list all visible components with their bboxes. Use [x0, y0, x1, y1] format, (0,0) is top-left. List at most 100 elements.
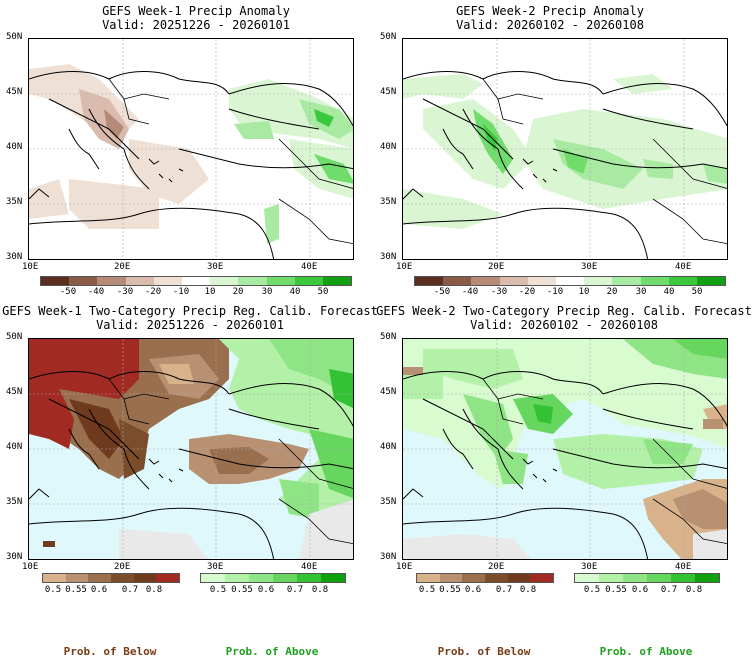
- lat-label-50n: 50N: [6, 332, 23, 342]
- colorbar-swatch: [671, 574, 695, 582]
- colorbar-tick: 20: [232, 287, 244, 297]
- colorbar-tick: -20: [144, 287, 162, 297]
- colorbar-tick: 0.8: [685, 585, 703, 595]
- colorbar-swatch: [153, 277, 182, 285]
- panel-title: GEFS Week-2 Precip Anomaly: [456, 4, 644, 18]
- colorbar-swatch: [97, 277, 126, 285]
- anomaly-colorbar: [40, 276, 352, 286]
- lat-label-35n: 35N: [6, 497, 23, 507]
- lon-label-10e: 10E: [22, 562, 39, 572]
- lat-label-30n: 30N: [380, 252, 397, 262]
- colorbar-swatch: [527, 277, 556, 285]
- colorbar-swatch: [249, 574, 273, 582]
- colorbar-swatch: [612, 277, 641, 285]
- colorbar-tick: 10: [204, 287, 216, 297]
- colorbar-swatch: [156, 574, 180, 582]
- lon-label-30e: 30E: [581, 562, 598, 572]
- prob-below-colorbar: [416, 573, 554, 583]
- colorbar-swatch: [485, 574, 508, 582]
- colorbar-swatch: [322, 277, 352, 285]
- colorbar-tick: -30: [490, 287, 508, 297]
- colorbar-tick: 0.7: [660, 585, 678, 595]
- colorbar-swatch: [417, 574, 440, 582]
- colorbar-swatch: [43, 574, 66, 582]
- colorbar-tick: 0.7: [495, 585, 513, 595]
- colorbar-swatch: [507, 574, 531, 582]
- colorbar-tick: 40: [663, 287, 675, 297]
- colorbar-tick: -10: [172, 287, 190, 297]
- colorbar-tick: 40: [289, 287, 301, 297]
- lon-label-20e: 20E: [488, 562, 505, 572]
- colorbar-tick: 50: [317, 287, 329, 297]
- lat-label-35n: 35N: [380, 197, 397, 207]
- colorbar-tick: 0.6: [464, 585, 482, 595]
- colorbar-tick: -40: [461, 287, 479, 297]
- anomaly-map-week2: [402, 38, 728, 260]
- colorbar-tick: 0.5: [583, 585, 601, 595]
- colorbar-tick: -50: [59, 287, 77, 297]
- colorbar-swatch: [695, 574, 719, 582]
- lat-label-40n: 40N: [380, 442, 397, 452]
- prob-above-colorbar: [574, 573, 720, 583]
- prob-above-label: Prob. of Above: [599, 645, 693, 658]
- colorbar-swatch: [696, 277, 726, 285]
- colorbar-swatch: [294, 277, 323, 285]
- prob-above-colorbar: [200, 573, 346, 583]
- probability-map-week2: [402, 338, 728, 560]
- colorbar-swatch: [297, 574, 321, 582]
- prob-below-colorbar: [42, 573, 180, 583]
- lat-label-30n: 30N: [6, 552, 23, 562]
- colorbar-swatch: [210, 277, 239, 285]
- lat-label-30n: 30N: [380, 552, 397, 562]
- colorbar-tick: 0.5: [418, 585, 436, 595]
- colorbar-tick: 0.6: [257, 585, 275, 595]
- lat-label-50n: 50N: [380, 32, 397, 42]
- colorbar-tick: 0.7: [121, 585, 139, 595]
- colorbar-tick: 0.8: [519, 585, 537, 595]
- lon-label-20e: 20E: [488, 262, 505, 272]
- colorbar-tick: 0.6: [90, 585, 108, 595]
- lat-label-40n: 40N: [6, 142, 23, 152]
- colorbar-tick: 0.55: [605, 585, 627, 595]
- colorbar-tick: 0.5: [44, 585, 62, 595]
- colorbar-swatch: [443, 277, 472, 285]
- panel-title: GEFS Week-2 Two-Category Precip Reg. Cal…: [376, 304, 752, 318]
- lon-label-40e: 40E: [301, 562, 318, 572]
- colorbar-tick: 50: [691, 287, 703, 297]
- lon-label-40e: 40E: [301, 262, 318, 272]
- colorbar-tick: -50: [433, 287, 451, 297]
- colorbar-tick: 0.55: [65, 585, 87, 595]
- colorbar-tick: 0.5: [209, 585, 227, 595]
- lon-label-40e: 40E: [675, 262, 692, 272]
- lon-label-40e: 40E: [675, 562, 692, 572]
- lon-label-30e: 30E: [207, 262, 224, 272]
- colorbar-tick: -40: [87, 287, 105, 297]
- lat-label-40n: 40N: [6, 442, 23, 452]
- probability-map-week1: [28, 338, 354, 560]
- prob-below-label: Prob. of Below: [63, 645, 157, 658]
- colorbar-swatch: [415, 277, 444, 285]
- colorbar-swatch: [584, 277, 613, 285]
- lat-label-35n: 35N: [6, 197, 23, 207]
- panel-subtitle: Valid: 20260102 - 20260108: [470, 318, 658, 332]
- lat-label-35n: 35N: [380, 497, 397, 507]
- lat-label-45n: 45N: [380, 87, 397, 97]
- colorbar-tick: 0.7: [286, 585, 304, 595]
- anomaly-colorbar: [414, 276, 726, 286]
- colorbar-swatch: [647, 574, 671, 582]
- lat-label-40n: 40N: [380, 142, 397, 152]
- lon-label-20e: 20E: [114, 562, 131, 572]
- colorbar-swatch: [575, 574, 599, 582]
- lat-label-30n: 30N: [6, 252, 23, 262]
- prob-below-label: Prob. of Below: [437, 645, 531, 658]
- lat-label-45n: 45N: [380, 387, 397, 397]
- colorbar-tick: -10: [546, 287, 564, 297]
- colorbar-swatch: [125, 277, 154, 285]
- colorbar-tick: 0.55: [439, 585, 461, 595]
- colorbar-swatch: [471, 277, 500, 285]
- colorbar-swatch: [599, 574, 623, 582]
- colorbar-swatch: [225, 574, 249, 582]
- colorbar-swatch: [266, 277, 295, 285]
- lat-label-50n: 50N: [380, 332, 397, 342]
- colorbar-swatch: [273, 574, 297, 582]
